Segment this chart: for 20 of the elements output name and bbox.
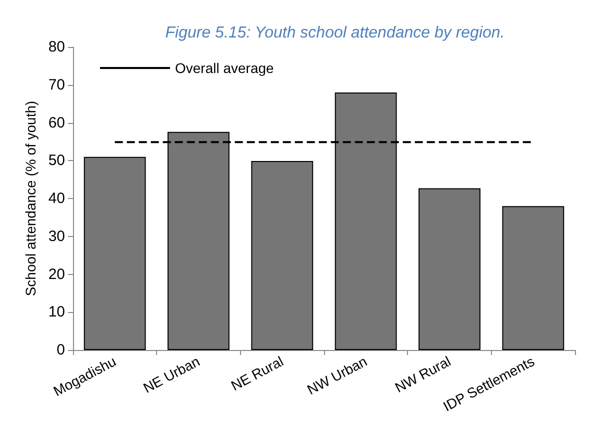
chart-title: Figure 5.15: Youth school attendance by region.	[165, 24, 505, 42]
x-tick-label: NW Rural	[392, 352, 454, 396]
bar	[502, 206, 564, 350]
y-tick-label: 80	[48, 38, 65, 56]
x-tick-label: NE Urban	[140, 352, 202, 396]
x-tick-label: NE Rural	[228, 352, 286, 394]
y-tick-label: 30	[48, 228, 65, 245]
y-tick-label: 0	[56, 342, 65, 358]
bar	[84, 156, 146, 350]
legend-label: Overall average	[175, 60, 274, 76]
y-tick-label: 50	[48, 152, 65, 170]
x-tick-label: NW Urban	[304, 352, 370, 398]
bar	[251, 161, 314, 350]
y-tick-label: 10	[48, 304, 65, 321]
y-tick-label: 40	[48, 190, 65, 207]
y-tick-label: 60	[48, 114, 65, 132]
y-tick-label: 20	[48, 266, 65, 283]
bar	[418, 188, 480, 350]
y-tick-label: 70	[48, 76, 65, 94]
y-axis-title: School attendance (% of youth)	[22, 100, 38, 296]
